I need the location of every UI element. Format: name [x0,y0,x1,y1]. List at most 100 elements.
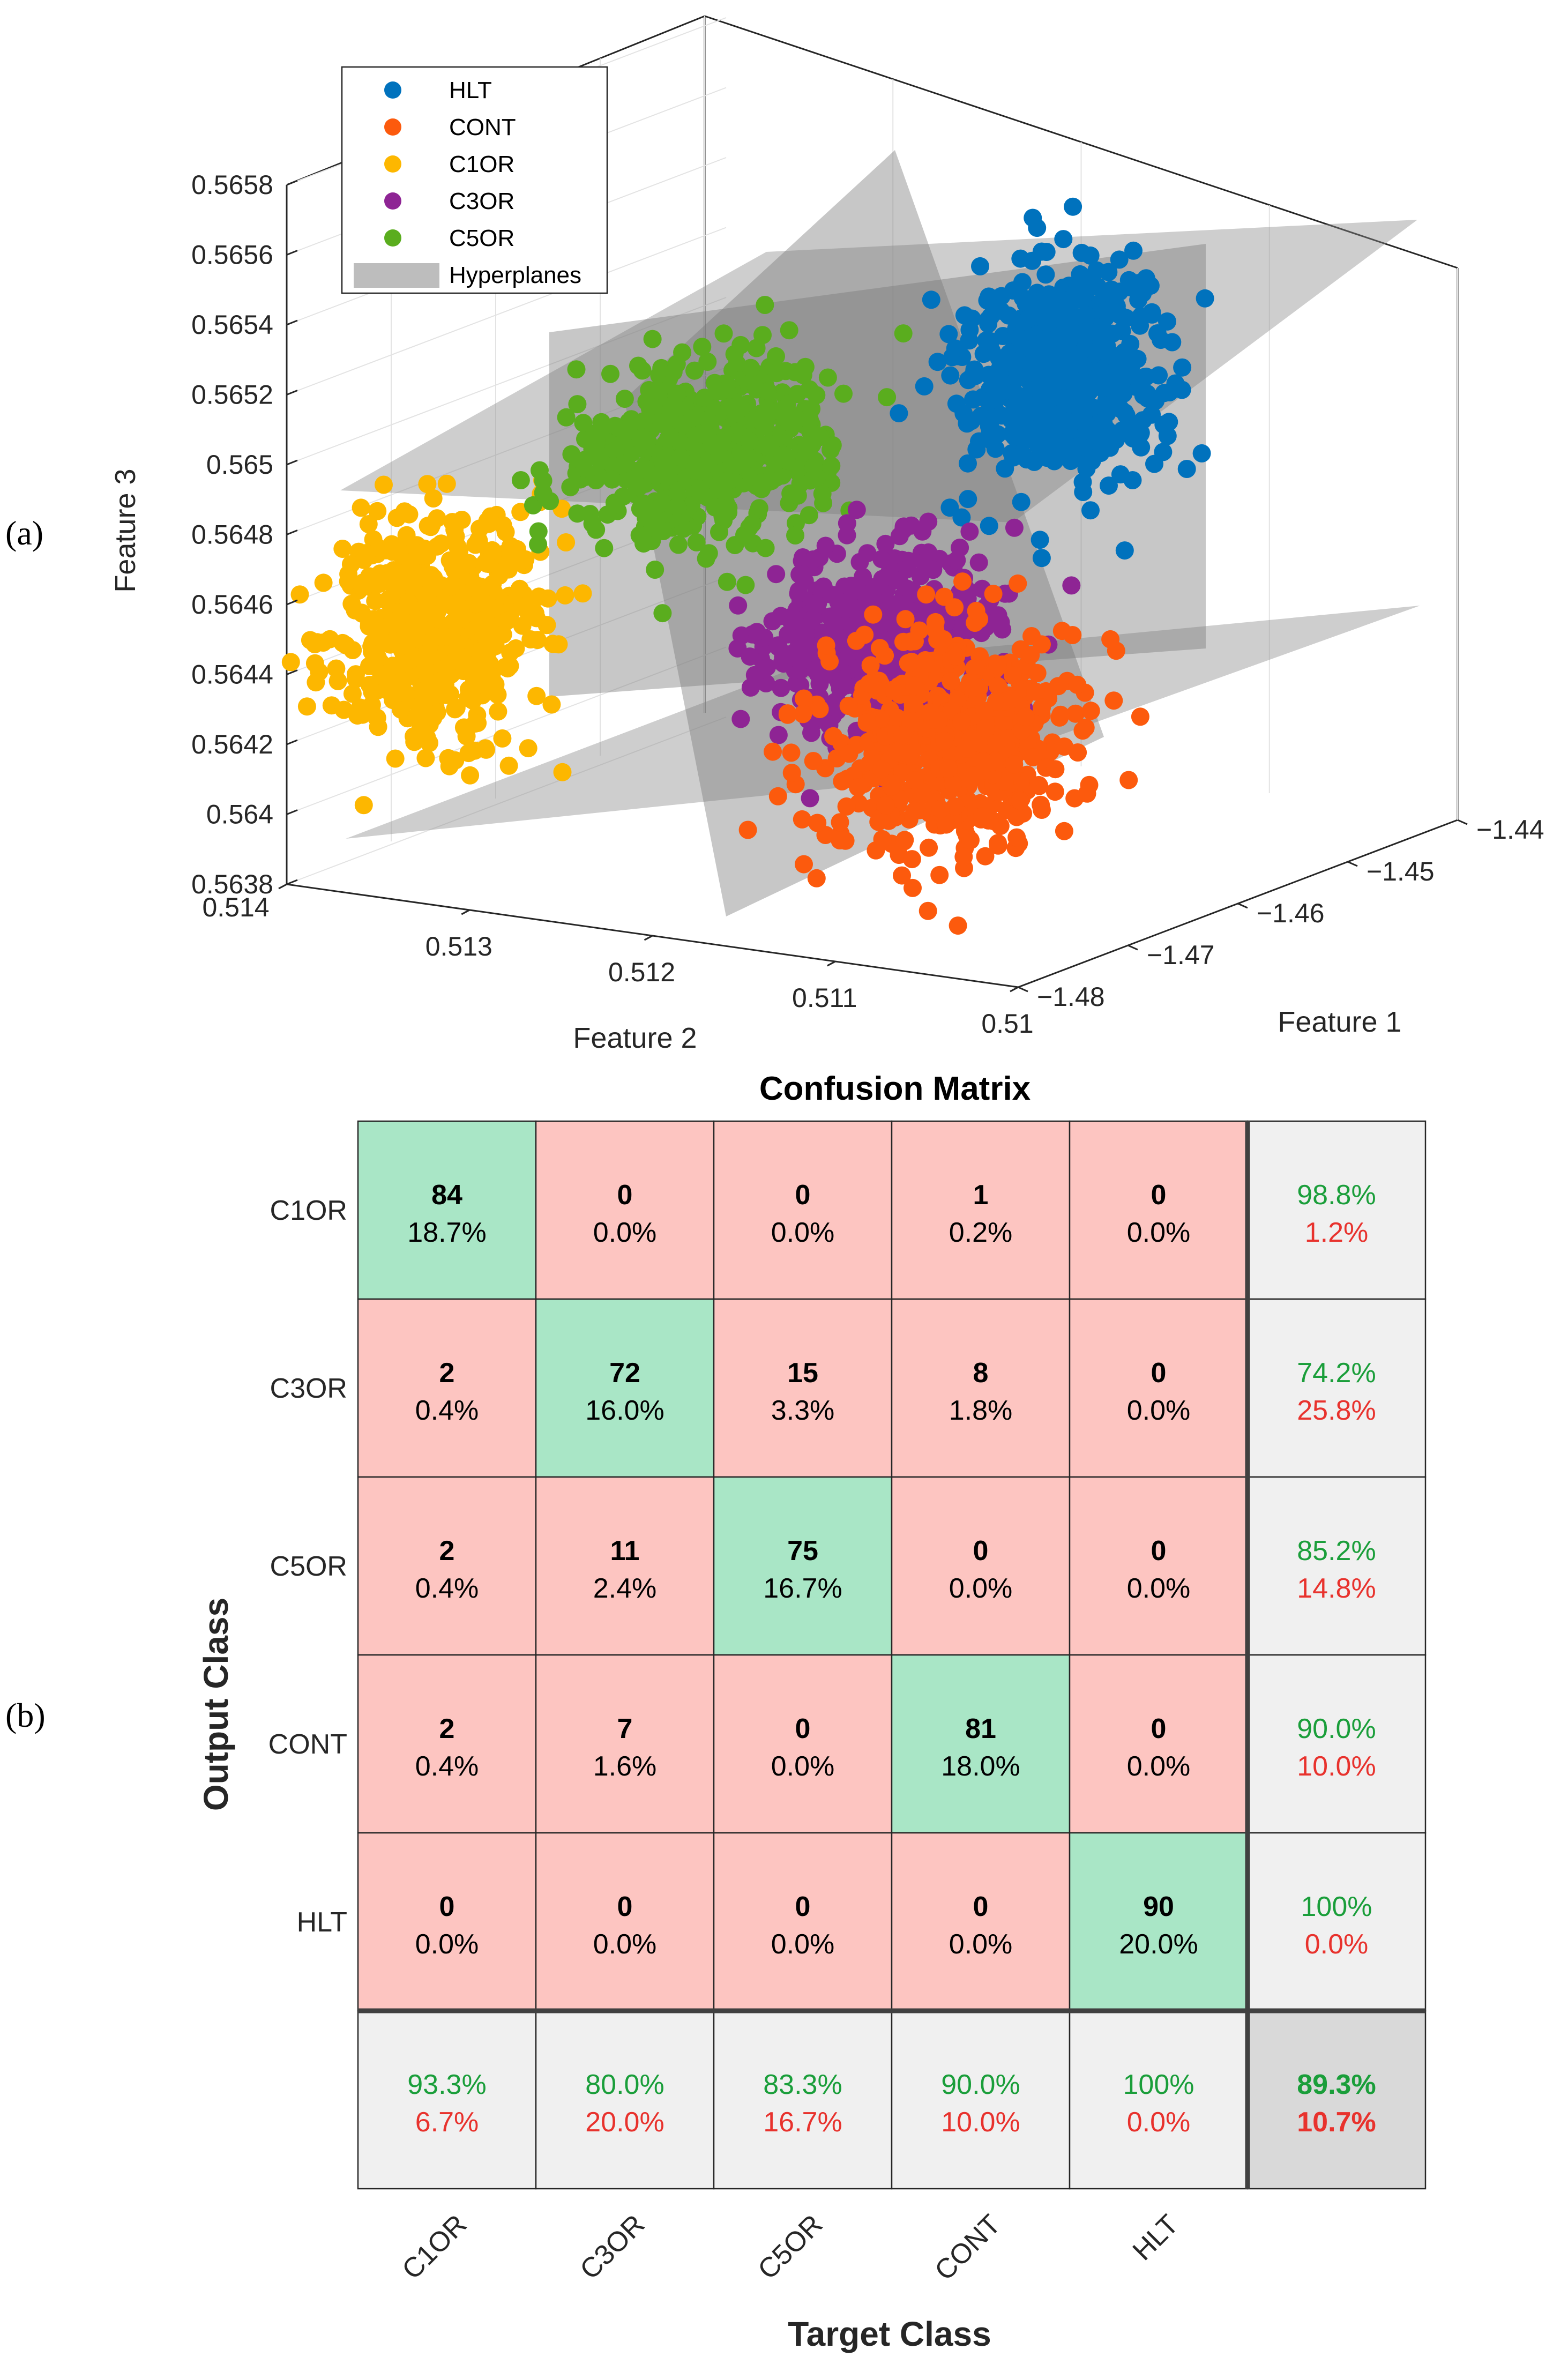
point-C3OR [772,678,790,697]
point-C1OR [399,593,418,611]
point-C5OR [774,446,793,465]
point-C5OR [620,469,639,488]
legend-entry-HLT: HLT [449,77,492,103]
cm-cell-count: 0 [795,1180,811,1211]
point-CONT [904,695,922,713]
cm-cell-percent: 1.8% [949,1395,1013,1426]
point-CONT [920,838,938,857]
point-C1OR [347,670,365,688]
point-HLT [1031,531,1049,549]
point-C5OR [669,535,688,554]
point-CONT [1068,675,1087,694]
point-C3OR [872,550,891,569]
point-C5OR [719,498,738,517]
cm-cell [535,2010,715,2190]
cm-row-error: 25.8% [1297,1395,1376,1426]
ztick-label: 0.5652 [191,380,273,410]
cm-cell [535,1832,715,2012]
point-C1OR [297,697,316,716]
cm-cell-count: 0 [973,1535,989,1567]
cm-cell [1069,1654,1249,1834]
point-C1OR [519,739,537,758]
point-CONT [768,787,787,805]
point-C5OR [802,399,821,418]
cm-cell [535,1654,715,1834]
point-HLT [1032,549,1051,568]
point-C5OR [633,428,652,446]
point-CONT [975,702,994,720]
point-CONT [1033,698,1051,717]
xtick-label: −1.44 [1476,815,1544,845]
point-C1OR [440,757,459,775]
cm-cell-count: 8 [973,1357,989,1389]
point-C1OR [414,682,433,700]
legend-marker-CONT [384,118,401,136]
point-C1OR [307,673,325,692]
point-CONT [831,831,849,849]
point-C5OR [603,470,622,489]
point-C1OR [368,502,387,520]
point-C3OR [822,609,840,627]
point-CONT [1066,704,1085,723]
point-C5OR [894,324,913,343]
cm-cell-percent: 0.2% [949,1217,1013,1248]
cm-cell-count: 2 [439,1535,455,1567]
point-C1OR [553,763,572,781]
point-HLT [1050,432,1069,451]
point-C5OR [645,519,664,538]
point-C1OR [454,609,473,628]
point-C3OR [748,623,766,642]
point-C3OR [767,565,786,584]
point-HLT [915,377,934,396]
cm-cell [713,1120,893,1300]
point-HLT [1100,343,1118,361]
point-C1OR [370,628,389,647]
point-CONT [947,647,966,666]
point-C5OR [822,457,841,475]
cm-cell-count: 15 [787,1357,818,1389]
point-C1OR [333,540,352,558]
ytick-label: 0.511 [792,983,857,1013]
point-CONT [824,727,843,745]
point-C5OR [660,467,679,486]
point-C5OR [668,497,686,516]
xtick-label: −1.48 [1037,982,1105,1012]
cm-cell-percent: 18.0% [941,1751,1020,1782]
point-CONT [942,672,960,691]
point-HLT [1004,448,1022,467]
ztick-label: 0.5642 [191,729,273,759]
point-C5OR [728,456,746,475]
point-C1OR [341,555,360,573]
point-HLT [1173,358,1192,377]
cm-col-correct: 83.3% [763,2069,842,2100]
cm-cell-percent: 0.0% [771,1217,835,1248]
cm-cell-percent: 0.0% [771,1929,835,1960]
point-HLT [1143,405,1161,424]
cm-cell-count: 2 [439,1713,455,1744]
point-C1OR [556,586,574,605]
point-HLT [1132,438,1151,457]
point-CONT [944,774,962,793]
point-HLT [1129,274,1148,293]
point-C1OR [290,585,309,604]
point-CONT [970,678,989,697]
ztick-mark [286,739,298,745]
ztick-mark [286,250,298,256]
cm-cell-percent: 0.0% [415,1929,479,1960]
cm-cell-count: 0 [1151,1713,1167,1744]
point-CONT [867,841,885,860]
point-CONT [795,855,813,874]
point-C5OR [780,321,798,340]
point-CONT [860,674,878,693]
point-HLT [1029,292,1048,310]
point-HLT [1024,208,1042,227]
point-C3OR [843,583,862,601]
point-C1OR [489,702,507,721]
point-C3OR [816,536,835,555]
point-CONT [893,726,912,744]
point-C5OR [595,539,614,557]
point-CONT [989,678,1008,697]
point-C1OR [483,541,502,560]
cm-cell [357,1832,537,2012]
ztick-label: 0.5648 [191,520,273,550]
